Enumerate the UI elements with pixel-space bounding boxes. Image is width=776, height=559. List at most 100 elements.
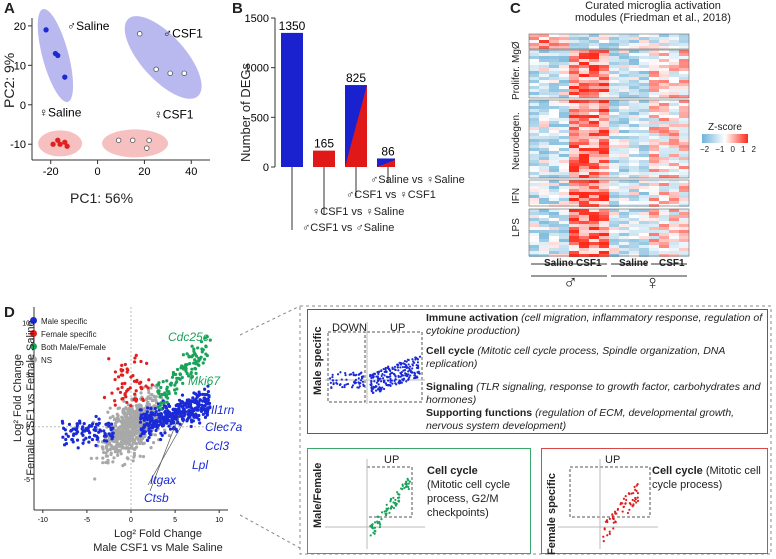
heatmap-cell <box>659 172 669 175</box>
heatmap-cell <box>669 115 679 118</box>
heatmap-cell <box>579 83 589 86</box>
fc-y-tick-label: 5 <box>26 373 30 380</box>
heatmap-cell <box>589 251 599 254</box>
heatmap-cell <box>639 142 649 145</box>
bar-y-tick-label: 500 <box>251 112 269 124</box>
heatmap-cell <box>619 245 629 248</box>
heatmap-cell <box>659 95 669 98</box>
fc-point-male <box>62 443 67 447</box>
immune-title: Immune activation <box>426 312 519 324</box>
heatmap-cell <box>559 254 569 257</box>
heatmap-cell <box>539 154 549 157</box>
heatmap-cell <box>579 192 589 195</box>
heatmap-cell <box>669 95 679 98</box>
heatmap-cell <box>579 127 589 130</box>
heatmap-cell <box>679 100 689 103</box>
pca-point <box>57 141 63 147</box>
mini-point <box>370 383 373 387</box>
heatmap-cell <box>679 215 689 218</box>
heatmap-cell <box>609 106 619 109</box>
heatmap-cell <box>529 139 539 142</box>
mini-point <box>380 369 383 373</box>
fc-point-female <box>139 359 143 364</box>
heatmap-cell <box>639 180 649 183</box>
heatmap-cell <box>599 172 609 175</box>
heatmap-cell <box>569 180 579 183</box>
heatmap-cell <box>579 215 589 218</box>
heatmap-cell <box>659 218 669 221</box>
heatmap-cell <box>579 115 589 118</box>
heatmap-cell <box>639 100 649 103</box>
heatmap-cell <box>529 37 539 40</box>
mini-point <box>402 362 405 365</box>
heatmap-cell <box>539 169 549 172</box>
heatmap-cell <box>589 89 599 92</box>
heatmap-cell <box>559 248 569 251</box>
heatmap-cell <box>639 62 649 65</box>
heatmap-cell <box>679 180 689 183</box>
heatmap-cell <box>589 145 599 148</box>
pca-point <box>167 70 173 76</box>
heatmap-cell <box>629 46 639 49</box>
heatmap-cell <box>659 139 669 142</box>
heatmap-cell <box>539 198 549 201</box>
mf-mini-scatter <box>325 459 425 549</box>
heatmap-cell <box>579 71 589 74</box>
heatmap-cell <box>569 133 579 136</box>
fc-point-male <box>162 423 166 427</box>
fc-point-male <box>154 428 158 433</box>
heatmap-cell <box>599 212 609 215</box>
fc-point-male <box>163 409 167 414</box>
heatmap-cell <box>569 40 579 43</box>
heatmap-cell <box>679 151 689 154</box>
heatmap-cell <box>539 189 549 192</box>
heatmap-cell <box>539 112 549 115</box>
heatmap-cell <box>679 154 689 157</box>
heatmap-cell <box>679 239 689 242</box>
heatmap-cell <box>619 204 629 207</box>
fc-point-male <box>178 422 182 426</box>
heatmap-cell <box>659 65 669 68</box>
heatmap-cell <box>659 198 669 201</box>
heatmap-cell <box>629 239 639 242</box>
heatmap-cell <box>539 124 549 127</box>
heatmap-cell <box>679 175 689 178</box>
heatmap-cell <box>579 154 589 157</box>
heatmap-cell <box>659 209 669 212</box>
fc-point-male <box>164 412 168 417</box>
heatmap-cell <box>559 100 569 103</box>
heatmap-cell <box>609 192 619 195</box>
heatmap-cell <box>579 227 589 230</box>
heatmap-cell <box>529 248 539 251</box>
heatmap-cell <box>669 65 679 68</box>
heatmap-cell <box>549 112 559 115</box>
mini-point <box>388 511 391 514</box>
fc-point-ns <box>115 417 119 421</box>
fc-point-ns <box>129 430 133 434</box>
heatmap-cell <box>639 103 649 106</box>
mini-point <box>616 508 619 511</box>
mini-point <box>381 377 385 380</box>
heatmap-cell <box>549 118 559 121</box>
fc-point-ns <box>153 433 157 437</box>
mini-point <box>391 366 394 369</box>
heatmap-cell <box>579 40 589 43</box>
heatmap-cell <box>609 145 619 148</box>
heatmap-cell <box>579 163 589 166</box>
mini-point <box>339 371 342 374</box>
heatmap-cell <box>559 186 569 189</box>
heatmap-cell <box>599 118 609 121</box>
heatmap-cell <box>669 239 679 242</box>
heatmap-cell <box>609 62 619 65</box>
heatmap-cell <box>629 59 639 62</box>
mini-point <box>394 378 397 381</box>
fc-point-male <box>167 424 171 428</box>
heatmap-cell <box>629 186 639 189</box>
heatmap-cell <box>639 151 649 154</box>
heatmap-cell <box>619 136 629 139</box>
heatmap-cell <box>659 236 669 239</box>
heatmap-cell <box>679 221 689 224</box>
heatmap-cell <box>679 145 689 148</box>
heatmap-cell <box>659 212 669 215</box>
mini-point <box>398 361 401 364</box>
